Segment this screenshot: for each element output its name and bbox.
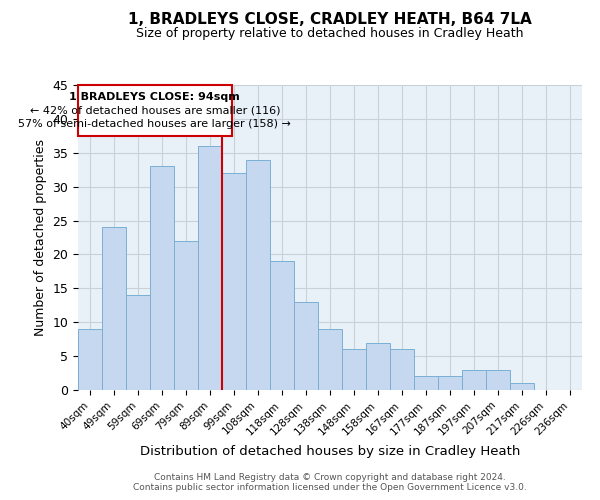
Bar xyxy=(438,376,462,390)
Bar xyxy=(510,383,534,390)
Text: Size of property relative to detached houses in Cradley Heath: Size of property relative to detached ho… xyxy=(136,28,524,40)
Bar xyxy=(414,376,438,390)
Bar xyxy=(246,160,270,390)
Bar xyxy=(102,228,126,390)
Text: 1, BRADLEYS CLOSE, CRADLEY HEATH, B64 7LA: 1, BRADLEYS CLOSE, CRADLEY HEATH, B64 7L… xyxy=(128,12,532,28)
Bar xyxy=(342,350,366,390)
Bar xyxy=(222,173,246,390)
Text: 1 BRADLEYS CLOSE: 94sqm: 1 BRADLEYS CLOSE: 94sqm xyxy=(70,92,240,102)
Bar xyxy=(198,146,222,390)
Bar xyxy=(390,350,414,390)
Bar xyxy=(174,241,198,390)
Text: Contains HM Land Registry data © Crown copyright and database right 2024.: Contains HM Land Registry data © Crown c… xyxy=(154,472,506,482)
Text: 57% of semi-detached houses are larger (158) →: 57% of semi-detached houses are larger (… xyxy=(19,118,291,128)
Bar xyxy=(78,329,102,390)
Bar xyxy=(270,261,294,390)
FancyBboxPatch shape xyxy=(78,85,232,136)
Bar xyxy=(126,295,150,390)
Bar xyxy=(486,370,510,390)
Bar xyxy=(150,166,174,390)
Bar xyxy=(462,370,486,390)
Text: ← 42% of detached houses are smaller (116): ← 42% of detached houses are smaller (11… xyxy=(29,105,280,115)
Bar xyxy=(294,302,318,390)
Y-axis label: Number of detached properties: Number of detached properties xyxy=(34,139,47,336)
Bar xyxy=(318,329,342,390)
X-axis label: Distribution of detached houses by size in Cradley Heath: Distribution of detached houses by size … xyxy=(140,445,520,458)
Bar xyxy=(366,342,390,390)
Text: Contains public sector information licensed under the Open Government Licence v3: Contains public sector information licen… xyxy=(133,482,527,492)
